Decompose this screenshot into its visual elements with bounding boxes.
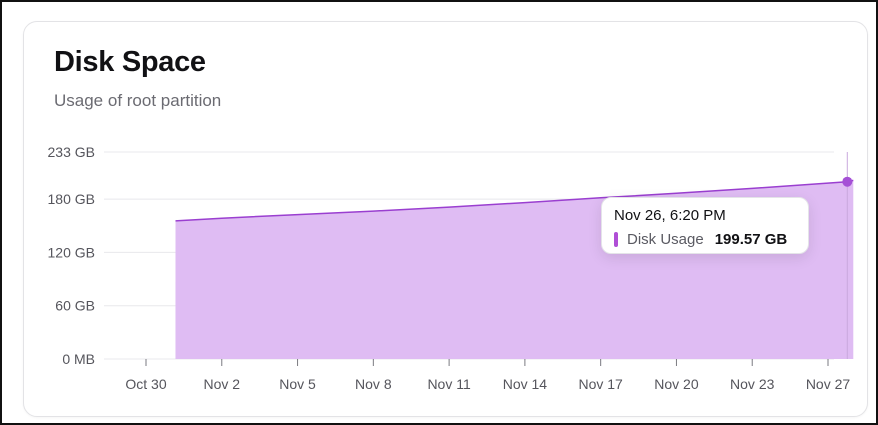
- y-tick-label: 0 MB: [62, 351, 95, 367]
- x-tick-label: Nov 23: [730, 376, 775, 392]
- tooltip-series-name: Disk Usage: [627, 231, 704, 248]
- x-tick-label: Nov 14: [503, 376, 548, 392]
- card-title: Disk Space: [54, 46, 206, 78]
- x-tick-label: Nov 27: [806, 376, 851, 392]
- card-subtitle: Usage of root partition: [54, 91, 222, 110]
- x-tick-label: Nov 11: [427, 376, 471, 392]
- disk-space-card: Disk Space Usage of root partition 0 MB 6…: [23, 21, 868, 417]
- y-tick-label: 233 GB: [48, 144, 95, 160]
- tooltip-series-swatch: [614, 232, 618, 247]
- x-tick-label: Nov 5: [279, 376, 316, 392]
- x-tick-label: Nov 8: [355, 376, 392, 392]
- hover-point-marker: [842, 176, 853, 187]
- tooltip-series-row: Disk Usage 199.57 GB: [614, 231, 796, 248]
- chart-tooltip: Nov 26, 6:20 PM Disk Usage 199.57 GB: [601, 197, 809, 254]
- tooltip-time: Nov 26, 6:20 PM: [614, 207, 726, 224]
- x-tick-label: Nov 20: [654, 376, 699, 392]
- x-tick-label: Oct 30: [125, 376, 166, 392]
- y-tick-label: 180 GB: [48, 191, 95, 207]
- x-tick-label: Nov 17: [578, 376, 623, 392]
- y-tick-label: 120 GB: [48, 244, 95, 260]
- tooltip-series-value: 199.57 GB: [714, 231, 788, 248]
- y-tick-label: 60 GB: [55, 298, 95, 314]
- x-tick-label: Nov 2: [203, 376, 240, 392]
